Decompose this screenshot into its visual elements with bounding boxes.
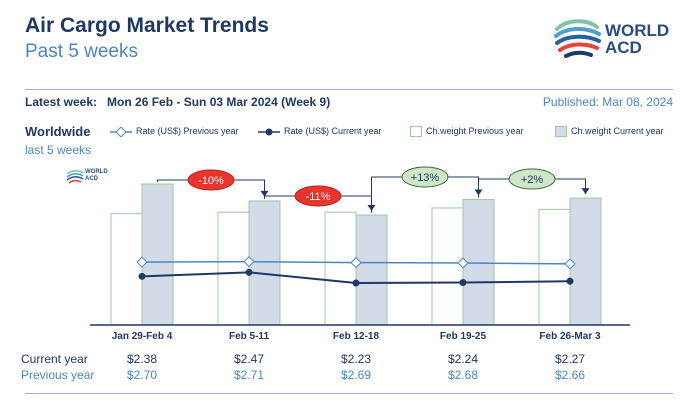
bar-weight-cur (141, 183, 174, 326)
bar-weight-cur (355, 214, 388, 326)
bar-weight-prev (217, 211, 250, 326)
bar-weight-prev (431, 207, 464, 326)
change-badge (508, 168, 556, 190)
latest-week: Latest week: Mon 26 Feb - Sun 03 Mar 2024… (25, 95, 330, 109)
point-rate-cur (245, 268, 253, 276)
current-rate-value: $2.47 (233, 352, 265, 366)
change-badge-label: +13% (411, 172, 440, 184)
change-arrowhead (581, 188, 590, 195)
divider-bottom (25, 393, 673, 394)
bar-weight-prev (324, 211, 357, 326)
previous-rate-value: $2.66 (554, 368, 586, 382)
legend-rate-prev: Rate (US$) Previous year (110, 125, 239, 138)
current-rate-value: $2.24 (447, 352, 479, 366)
change-badge (294, 185, 342, 207)
bar-weight-cur (462, 199, 495, 326)
change-badge-label: -11% (306, 191, 331, 203)
point-rate-prev (136, 256, 148, 268)
point-rate-cur (459, 279, 467, 287)
point-rate-prev (457, 257, 469, 269)
change-arrowhead (260, 190, 269, 197)
logo-globe-icon (554, 19, 601, 58)
bar-weight-cur (569, 197, 602, 326)
legend-weight-prev-swatch (410, 126, 422, 138)
legend-weight-prev-label: Ch.weight Previous year (426, 126, 524, 136)
point-rate-cur (352, 279, 360, 287)
previous-rate-value: $2.69 (340, 368, 372, 382)
logo-line-1: WORLD (605, 21, 670, 40)
bar-weight-cur (248, 200, 281, 326)
x-tick-label: Feb 26-Mar 3 (539, 331, 601, 342)
region-name: Worldwide (25, 124, 91, 139)
legend-weight-cur-label: Ch.weight Current year (571, 126, 664, 136)
change-badge-label: +2% (521, 174, 544, 186)
watermark-line-2: ACD (85, 176, 98, 182)
x-tick-label: Feb 19-25 (440, 331, 487, 342)
legend-rate-prev-marker (110, 125, 132, 138)
legend-rate-cur-label: Rate (US$) Current year (284, 126, 382, 136)
legend-rate-cur-marker (258, 128, 280, 136)
latest-week-label: Latest week: (25, 95, 98, 109)
current-rate-value: $2.27 (554, 352, 586, 366)
change-badge (187, 169, 235, 191)
latest-week-value: Mon 26 Feb - Sun 03 Mar 2024 (Week 9) (107, 95, 331, 109)
previous-rate-value: $2.68 (447, 368, 479, 382)
change-badge (401, 166, 449, 188)
legend-weight-cur-swatch (555, 126, 567, 138)
x-tick-label: Feb 12-18 (333, 331, 380, 342)
previous-year-label: Previous year (21, 368, 95, 382)
region-period: last 5 weeks (25, 143, 92, 157)
divider-top (25, 89, 673, 90)
watermark-line-1: WORLD (85, 169, 108, 175)
point-rate-cur (138, 272, 146, 280)
current-year-label: Current year (21, 352, 88, 366)
previous-rate-value: $2.70 (126, 368, 158, 382)
legend-weight-prev: Ch.weight Previous year (410, 126, 524, 138)
watermark-text: WORLD ACD (85, 169, 108, 183)
legend-rate-prev-label: Rate (US$) Previous year (136, 126, 239, 136)
bar-weight-prev (538, 208, 571, 326)
legend-weight-cur: Ch.weight Current year (555, 126, 664, 138)
point-rate-prev (243, 256, 255, 268)
x-tick-label: Feb 5-11 (229, 331, 269, 342)
current-rate-value: $2.38 (126, 352, 158, 366)
published-date: Published: Mar 08, 2024 (542, 95, 673, 109)
current-rate-value: $2.23 (340, 352, 372, 366)
legend-rate-cur: Rate (US$) Current year (258, 126, 382, 137)
watermark-globe-icon (66, 170, 84, 184)
point-rate-prev (564, 258, 576, 270)
logo-line-2: ACD (605, 38, 642, 57)
world-acd-logo: WORLD ACD (553, 15, 678, 61)
chart-title: Air Cargo Market Trends (25, 14, 269, 37)
point-rate-cur (566, 277, 574, 285)
chart-subtitle: Past 5 weeks (25, 41, 138, 62)
point-rate-prev (350, 256, 362, 269)
x-tick-label: Jan 29-Feb 4 (112, 331, 173, 342)
logo-text: WORLD ACD (605, 22, 669, 56)
change-badge-label: -10% (198, 175, 224, 187)
previous-rate-value: $2.71 (233, 368, 265, 382)
bar-weight-prev (110, 213, 143, 326)
chart-watermark-logo: WORLD ACD (66, 168, 116, 190)
